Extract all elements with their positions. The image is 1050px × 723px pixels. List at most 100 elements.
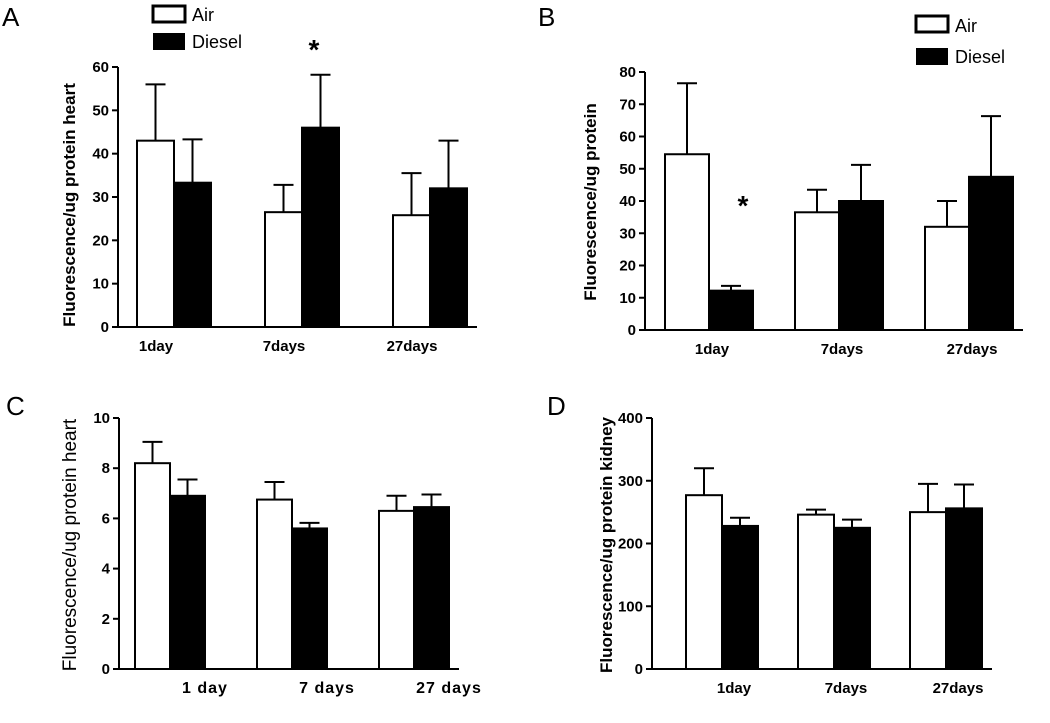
y-tick-label: 6	[102, 510, 110, 527]
panel-c-x-axis: 1 day 7 days 27 days	[119, 668, 482, 697]
y-tick-label: 50	[619, 161, 636, 178]
bar-air	[909, 511, 947, 670]
panel-d-ylabel: Fluorescence/ug protein kidney	[597, 416, 616, 673]
panel-d-bars	[685, 467, 983, 671]
y-tick-label: 30	[92, 189, 109, 206]
bar-air	[794, 211, 840, 332]
legend-diesel-label: Diesel	[192, 32, 242, 52]
legend-diesel-swatch	[153, 33, 185, 50]
y-tick-label: 10	[92, 276, 109, 293]
bar-diesel	[429, 187, 468, 328]
y-tick-label: 60	[92, 59, 109, 76]
y-tick-label: 10	[93, 410, 110, 427]
x-tick-label: 27 days	[416, 680, 482, 697]
y-tick-label: 200	[618, 536, 643, 553]
bar-diesel	[721, 524, 759, 670]
y-tick-label: 10	[619, 290, 636, 307]
panel-c: C Fluorescence/ug protein heart 0246810 …	[6, 391, 482, 697]
bar-diesel	[413, 506, 450, 671]
bar-air	[134, 462, 171, 670]
y-tick-label: 30	[619, 225, 636, 242]
bar-diesel	[291, 527, 328, 670]
legend-air-label: Air	[192, 5, 214, 25]
significance-marker-b: *	[738, 190, 749, 221]
legend-diesel-swatch	[916, 48, 948, 65]
bar-air	[378, 509, 415, 670]
legend-air-label: Air	[955, 16, 977, 36]
panel-letter-a: A	[2, 2, 20, 32]
panel-b: B Fluorescence/ug protein 0 10 20 30 40 50 60 7…	[538, 2, 1023, 358]
bar-air	[685, 494, 723, 670]
bar-air	[256, 498, 293, 671]
y-tick-label: 40	[92, 146, 109, 163]
panel-c-y-axis: 0 2 4 6 8 10	[93, 410, 120, 678]
panel-letter-c: C	[6, 391, 25, 421]
x-tick-label: 27days	[387, 338, 438, 355]
significance-marker-a: *	[309, 34, 320, 65]
legend-diesel-label: Diesel	[955, 47, 1005, 67]
y-tick-label: 20	[92, 232, 109, 249]
x-tick-label: 7 days	[299, 680, 355, 697]
panel-b-bars	[664, 82, 1014, 332]
bar-diesel	[708, 289, 754, 331]
x-tick-label: 7days	[825, 680, 868, 697]
panel-b-legend: Air Diesel	[914, 14, 1005, 67]
panel-b-ylabel: Fluorescence/ug protein	[581, 103, 600, 300]
y-tick-label: 50	[92, 102, 109, 119]
panel-d: D Fluorescence/ug protein kidney 0 100 200…	[547, 391, 992, 697]
panel-a-legend: Air Diesel	[151, 4, 242, 52]
panel-a-ylabel: Fluorescence/ug protein heart	[60, 83, 79, 327]
panel-d-y-axis: 0 100 200 300 400	[618, 410, 653, 678]
bar-diesel	[301, 126, 340, 328]
panel-a-bars	[136, 73, 468, 329]
y-tick-label: 20	[619, 258, 636, 275]
panel-d-x-axis: 1day 7days 27days	[652, 668, 992, 697]
y-tick-label: 100	[618, 598, 643, 615]
y-tick-label: 40	[619, 193, 636, 210]
bar-air	[136, 139, 175, 328]
x-tick-label: 1 day	[182, 680, 228, 697]
bar-diesel	[833, 526, 871, 670]
bar-diesel	[838, 200, 884, 331]
x-tick-label: 27days	[947, 341, 998, 358]
y-tick-label: 8	[102, 460, 110, 477]
y-tick-label: 0	[102, 661, 110, 678]
y-tick-label: 400	[618, 410, 643, 427]
panel-c-ylabel: Fluorescence/ug protein heart	[60, 418, 81, 671]
legend-air-swatch	[151, 4, 187, 24]
y-tick-label: 70	[619, 96, 636, 113]
y-tick-label: 0	[628, 322, 636, 339]
bar-air	[924, 225, 970, 331]
panel-letter-d: D	[547, 391, 566, 421]
panel-c-bars	[134, 440, 450, 671]
x-tick-label: 1day	[139, 338, 174, 355]
y-tick-label: 4	[102, 561, 111, 578]
panel-a-x-axis: 1day 7days 27days	[118, 326, 477, 355]
panel-b-y-axis: 0 10 20 30 40 50 60 70 80	[619, 64, 646, 339]
panel-b-x-axis: 1day 7days 27days	[645, 329, 1023, 358]
y-tick-label: 2	[102, 611, 110, 628]
bar-diesel	[173, 181, 212, 328]
y-tick-label: 80	[619, 64, 636, 81]
y-tick-label: 0	[101, 319, 109, 336]
x-tick-label: 27days	[933, 680, 984, 697]
bar-air	[392, 214, 431, 328]
bar-air	[797, 513, 835, 671]
panel-a-y-axis: 0 10 20 30 40 50 60	[92, 59, 119, 336]
legend-air-swatch	[914, 14, 950, 34]
bar-diesel	[968, 175, 1014, 331]
panel-letter-b: B	[538, 2, 555, 32]
bar-air	[664, 153, 710, 331]
bar-diesel	[169, 494, 206, 670]
y-tick-label: 0	[635, 661, 643, 678]
bar-air	[264, 211, 303, 329]
panel-a: A Fluorescence/ug protein heart 0 10 20 30 4…	[2, 2, 477, 355]
x-tick-label: 1day	[695, 341, 730, 358]
bar-diesel	[945, 507, 983, 670]
x-tick-label: 7days	[821, 341, 864, 358]
y-tick-label: 300	[618, 473, 643, 490]
x-tick-label: 7days	[263, 338, 306, 355]
y-tick-label: 60	[619, 129, 636, 146]
x-tick-label: 1day	[717, 680, 752, 697]
